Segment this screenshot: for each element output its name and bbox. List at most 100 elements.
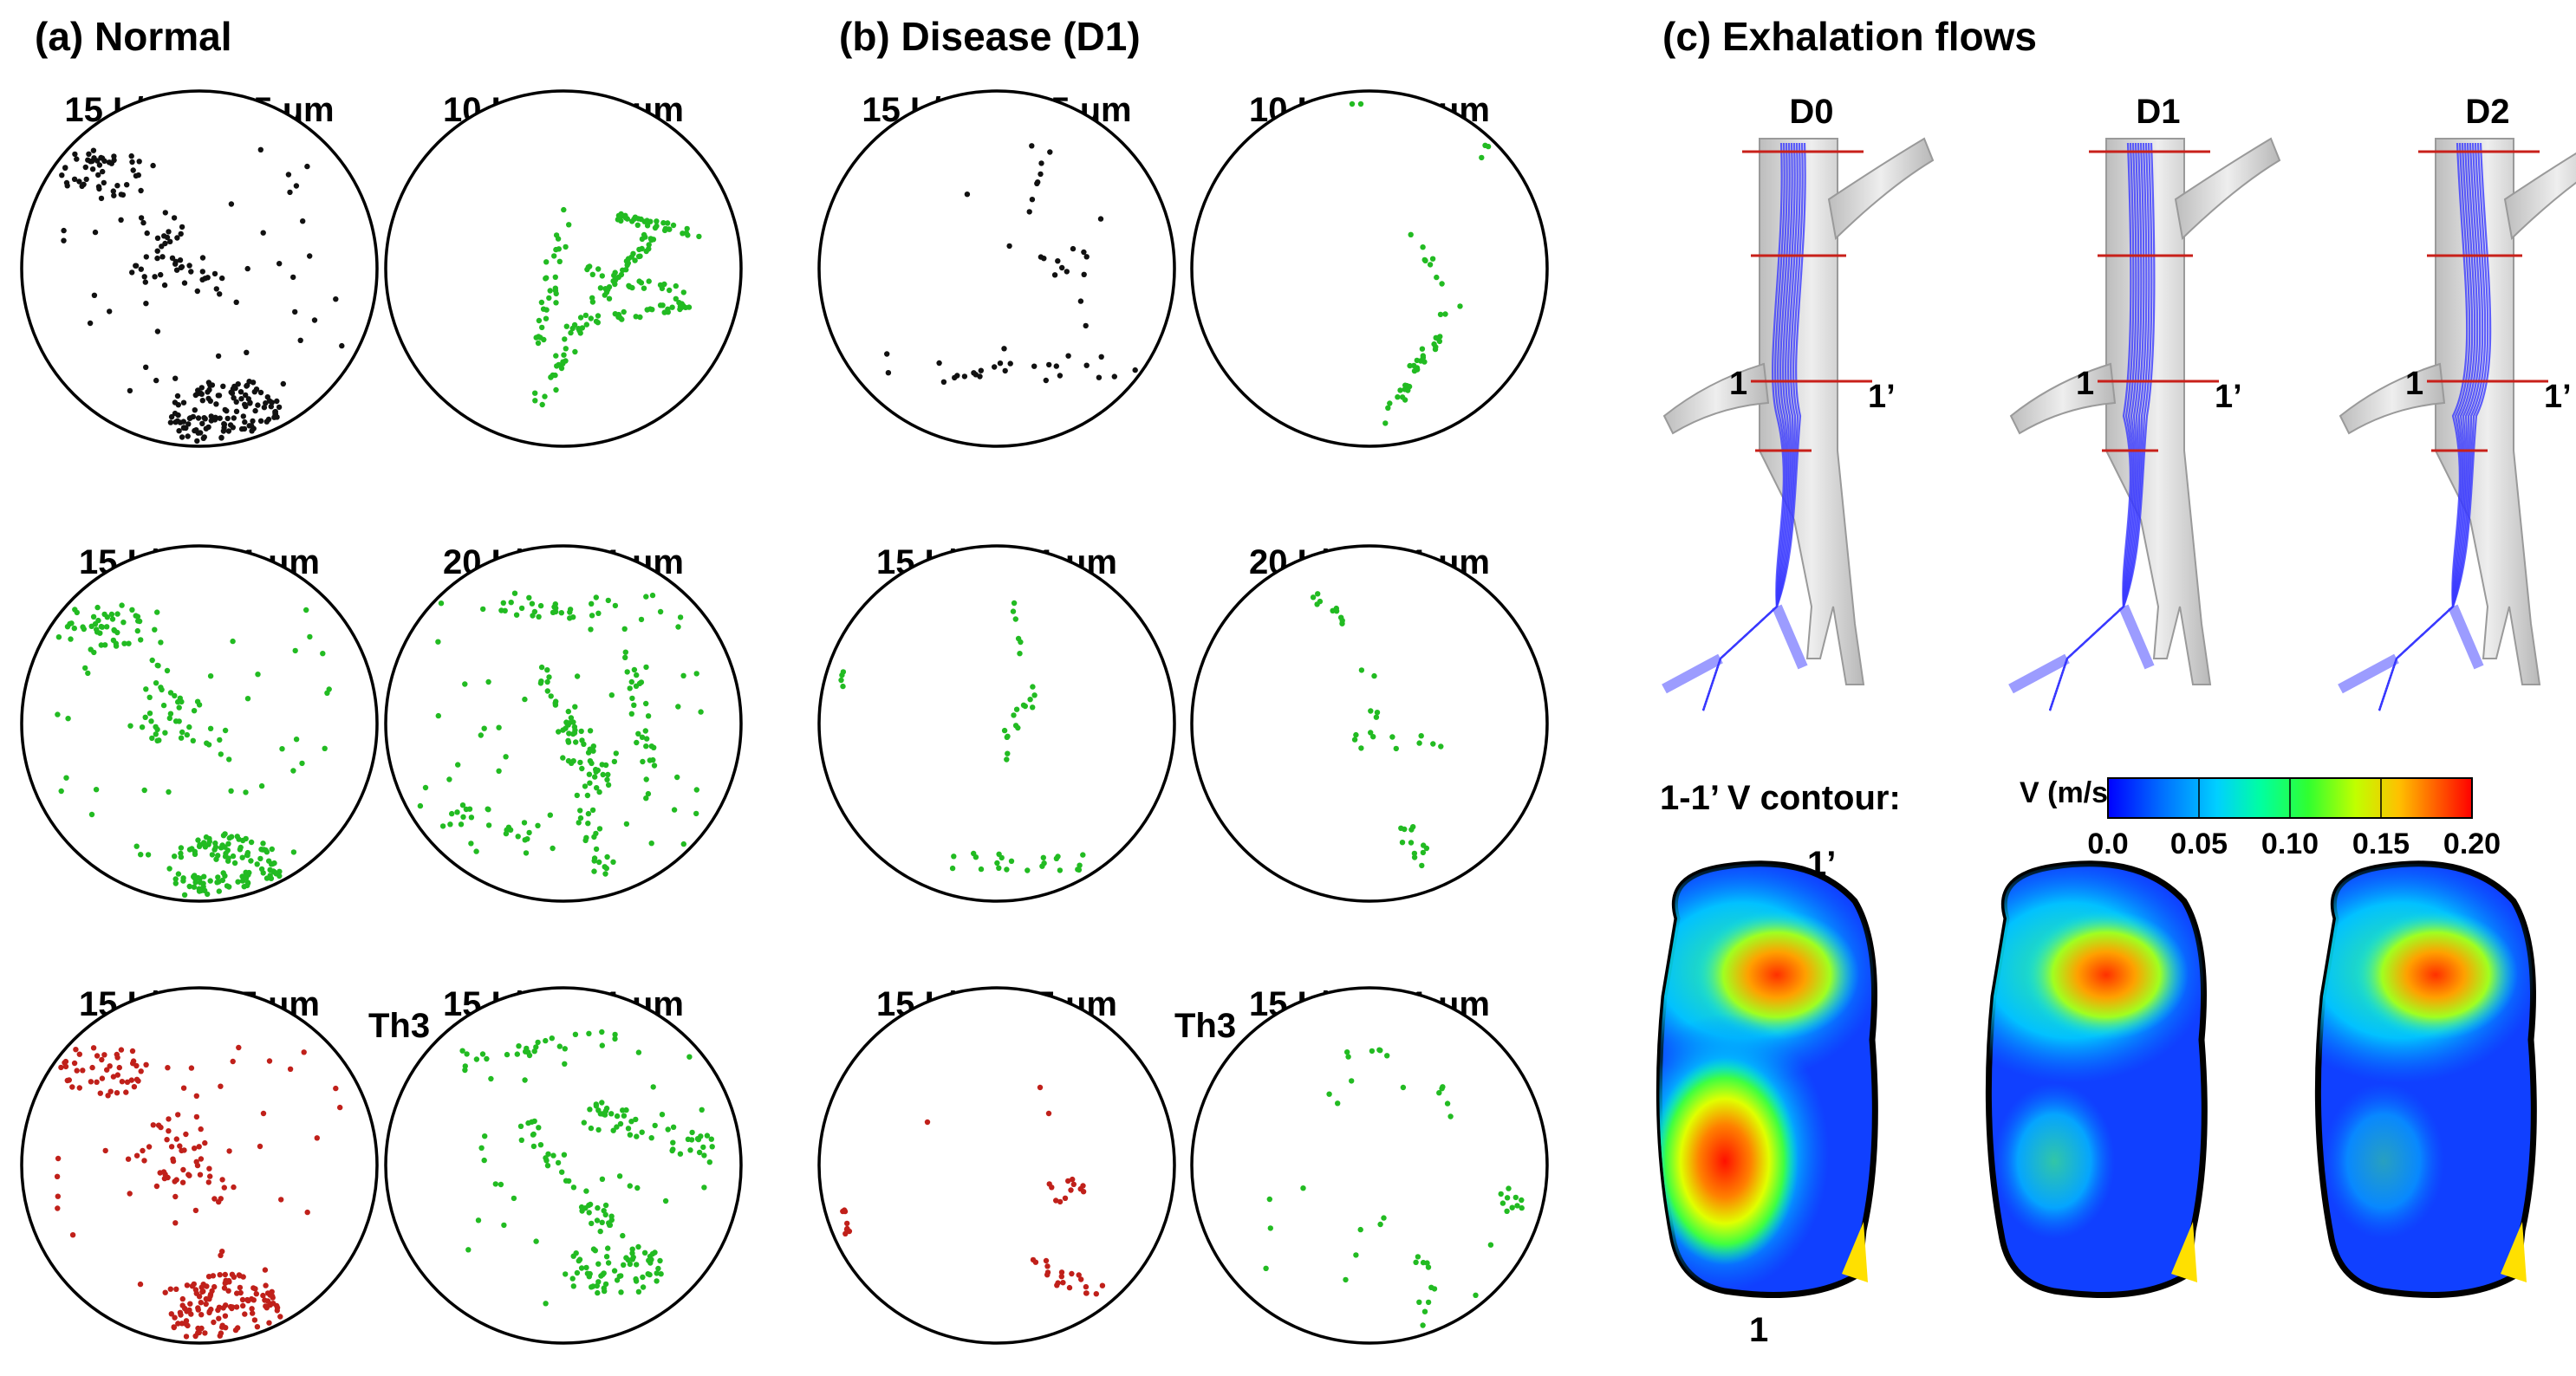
particle-dot — [595, 1204, 601, 1211]
particle-dot — [1418, 733, 1424, 739]
particle-dot — [696, 1149, 703, 1156]
particle-dot — [466, 806, 473, 812]
particle-dot — [634, 1262, 640, 1268]
particle-dot — [1007, 360, 1013, 367]
particle-dot — [250, 418, 256, 425]
particle-dot — [229, 390, 236, 396]
particle-dot — [1054, 1282, 1060, 1288]
particle-dot — [161, 282, 168, 289]
particle-dot — [1058, 1274, 1065, 1280]
streamline — [2378, 142, 2487, 711]
particle-dot — [621, 1113, 628, 1119]
particle-dot — [565, 737, 571, 743]
particle-dot — [165, 1065, 171, 1071]
particle-dot — [206, 386, 212, 393]
particle-dot — [1430, 741, 1436, 747]
streamline — [1701, 142, 1801, 711]
particle-dot — [588, 315, 594, 321]
particle-dot — [293, 737, 300, 743]
particle-dot — [82, 164, 89, 171]
particle-dot — [639, 734, 646, 740]
particle-dot — [172, 692, 178, 699]
streamline — [2048, 142, 2143, 711]
particle-dot — [595, 1289, 601, 1296]
particle-dot — [696, 233, 702, 240]
particle-dot — [518, 1137, 524, 1144]
plot-circle — [1190, 986, 1549, 1345]
particle-dot — [249, 428, 255, 434]
particle-dot — [571, 724, 578, 730]
particle-dot — [584, 792, 591, 799]
particle-dot — [550, 845, 556, 852]
particle-dot — [216, 1315, 222, 1321]
particle-dot — [172, 1178, 178, 1185]
particle-dot — [101, 158, 107, 164]
particle-dot — [621, 1262, 627, 1269]
particle-dot — [1055, 258, 1061, 264]
particle-dot — [195, 1325, 201, 1332]
particle-dot — [462, 1067, 468, 1074]
particle-dot — [516, 1043, 522, 1049]
particle-dot — [709, 1144, 715, 1150]
particle-dot — [1387, 400, 1393, 406]
particle-dot — [195, 415, 202, 421]
particle-dot — [129, 159, 135, 166]
particle-dot — [186, 724, 192, 730]
particle-dot — [480, 606, 486, 613]
particle-dot — [190, 737, 196, 743]
particle-dot — [218, 1196, 224, 1202]
particle-dot — [593, 846, 600, 853]
particle-dot — [628, 678, 634, 685]
particle-dot — [994, 860, 1000, 866]
contour-corner — [1842, 1222, 1868, 1282]
particle-dot — [1070, 1181, 1077, 1188]
streamline — [1701, 142, 1786, 711]
particle-dot — [198, 430, 204, 436]
particle-dot — [623, 267, 629, 273]
particle-dot — [85, 157, 91, 163]
particle-dot — [195, 837, 201, 843]
particle-dot — [184, 731, 190, 738]
particle-dot — [657, 608, 664, 615]
particle-dot — [635, 730, 641, 737]
particle-dot — [209, 852, 216, 858]
particle-dot — [574, 673, 581, 679]
particle-dot — [104, 1067, 110, 1073]
particle-dot — [1420, 244, 1426, 250]
particle-dot — [172, 880, 179, 886]
particle-dot — [186, 1172, 192, 1178]
particle-dot — [224, 415, 231, 422]
particle-dot — [172, 375, 179, 381]
particle-dot — [992, 364, 998, 370]
particle-dot — [179, 1302, 185, 1308]
particle-dot — [1057, 1198, 1064, 1205]
particle-dot — [168, 1144, 175, 1150]
particle-dot — [660, 220, 667, 226]
particle-dot — [1419, 862, 1425, 869]
particle-dot — [189, 1283, 196, 1289]
colorbar-title: V (m/s) — [2020, 776, 2117, 809]
particle-dot — [173, 1286, 179, 1293]
particle-dot — [1442, 311, 1448, 317]
particle-dot — [567, 615, 573, 621]
particle-dot — [674, 774, 680, 781]
airway-model-d0: D0 1 1’ — [1662, 93, 1935, 711]
particle-dot — [599, 273, 605, 279]
particle-dot — [468, 815, 475, 821]
particle-dot — [231, 860, 238, 866]
particle-dot — [481, 1157, 487, 1164]
particle-dot — [278, 1197, 284, 1203]
particle-dot — [1049, 1185, 1055, 1191]
particle-dot — [90, 613, 97, 620]
particle-dot — [675, 704, 681, 710]
particle-dot — [1335, 1100, 1341, 1107]
particle-dot — [221, 1185, 227, 1191]
particle-dot — [162, 210, 168, 216]
particle-dot — [172, 876, 179, 882]
particle-dot — [673, 282, 679, 289]
particle-dot — [76, 178, 82, 185]
particle-dot — [121, 640, 127, 646]
particle-dot — [257, 418, 264, 424]
particle-dot — [299, 760, 305, 767]
particle-dot — [164, 1137, 170, 1143]
